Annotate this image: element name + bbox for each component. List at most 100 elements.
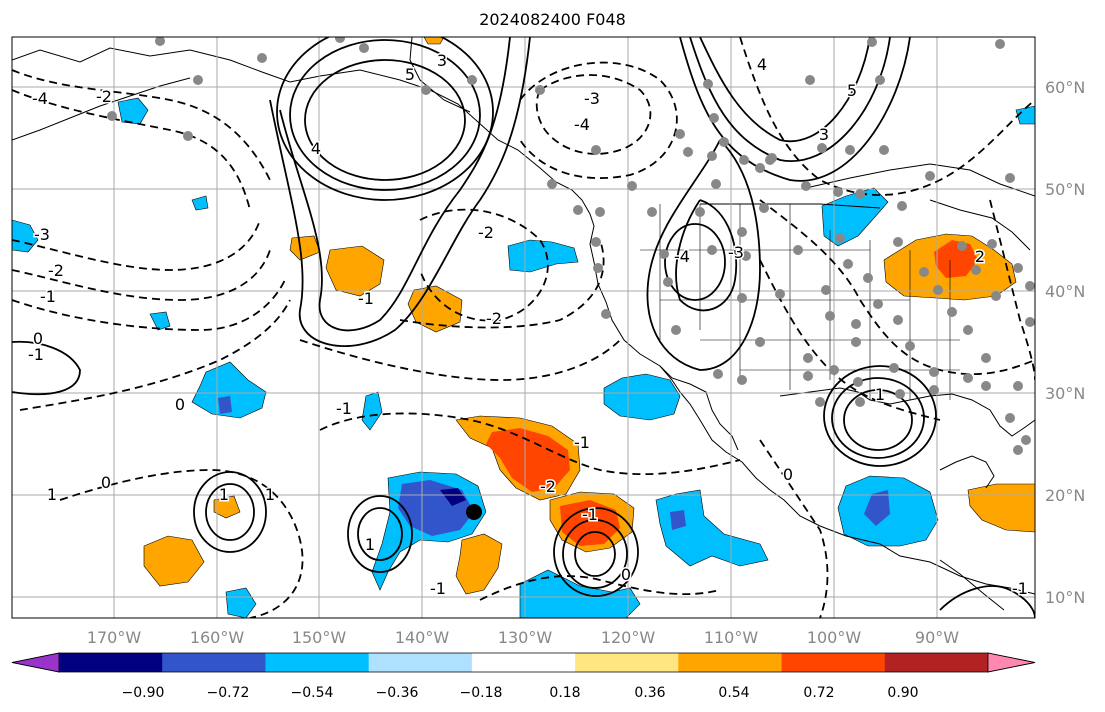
blue-region xyxy=(149,311,171,331)
orange-region xyxy=(289,235,321,261)
colorbar-tick-label: −0.36 xyxy=(376,685,419,701)
blue-region xyxy=(603,373,681,421)
lon-tick-label: 100°W xyxy=(807,628,862,647)
red-region xyxy=(934,240,978,278)
blue-region xyxy=(117,97,149,125)
dark-blue-region xyxy=(440,488,466,506)
colorbar-tick-label: 0.36 xyxy=(634,685,665,701)
lat-tick-label: 10°N xyxy=(1045,588,1085,607)
orange-region xyxy=(423,37,445,45)
colorbar-tick-label: 0.54 xyxy=(718,685,749,701)
colorbar-bin xyxy=(368,653,473,672)
contour-label: -4 xyxy=(674,247,690,266)
lon-tick-label: 140°W xyxy=(395,628,450,647)
colorbar-frame xyxy=(11,652,1036,673)
colorbar-bin xyxy=(575,653,679,672)
contour-label: 4 xyxy=(757,55,767,74)
positive-contours xyxy=(12,37,1035,618)
colorbar-extend-min xyxy=(11,652,60,673)
map-frame xyxy=(11,36,1036,619)
blue-region xyxy=(655,489,769,567)
contour-label: -2 xyxy=(96,87,112,106)
lon-axis: 170°W 160°W 150°W 140°W 130°W 120°W 110°… xyxy=(87,628,959,647)
colorbar xyxy=(11,652,1036,673)
orange-region xyxy=(143,535,205,587)
map-title: 2024082400 F048 xyxy=(479,10,626,29)
lon-tick-label: 90°W xyxy=(915,628,959,647)
colorbar-bin xyxy=(59,653,163,672)
colorbar-bin xyxy=(265,653,370,672)
colorbar-extend-max xyxy=(987,652,1036,673)
contour-label: -1 xyxy=(40,287,56,306)
contour-label: -1 xyxy=(430,579,446,598)
contour-label: -1 xyxy=(336,399,352,418)
lat-axis: 60°N 50°N 40°N 30°N 20°N 10°N xyxy=(1045,78,1085,607)
blue-region xyxy=(225,587,257,618)
colorbar-bin xyxy=(471,653,576,672)
colorbar-bin xyxy=(884,653,989,672)
blue-region xyxy=(191,195,209,211)
contour-label: -2 xyxy=(478,223,494,242)
lat-tick-label: 20°N xyxy=(1045,486,1085,505)
lat-tick-label: 30°N xyxy=(1045,384,1085,403)
contour-label: -3 xyxy=(728,243,744,262)
lon-tick-label: 130°W xyxy=(498,628,553,647)
contour-label: 0 xyxy=(33,329,43,348)
colorbar-tick-label: −0.72 xyxy=(207,685,250,701)
state-borders xyxy=(640,204,960,400)
storm-center-marker xyxy=(466,504,482,520)
dark-blue-region xyxy=(864,490,890,526)
colorbar-bin xyxy=(781,653,886,672)
lon-tick-label: 110°W xyxy=(704,628,759,647)
colorbar-tick-label: −0.90 xyxy=(122,685,165,701)
dark-blue-region xyxy=(670,510,686,530)
lon-tick-label: 170°W xyxy=(87,628,142,647)
contour-label: -4 xyxy=(32,89,48,108)
colorbar-ticks: −0.90 −0.72 −0.54 −0.36 −0.18 0.18 0.36 … xyxy=(122,685,919,701)
contour-label: 5 xyxy=(847,81,857,100)
dark-blue-region xyxy=(218,396,232,414)
station-markers xyxy=(107,37,1035,455)
shaded-anomaly-regions xyxy=(12,37,1035,618)
contour-label: 1 xyxy=(265,485,275,504)
blue-region xyxy=(191,361,267,419)
colorbar-tick-label: 0.90 xyxy=(887,685,918,701)
contour-label: -3 xyxy=(584,89,600,108)
contour-label: -1 xyxy=(28,345,44,364)
contour-label: 3 xyxy=(819,125,829,144)
contour-label: 5 xyxy=(405,65,415,84)
contour-label: 0 xyxy=(101,473,111,492)
lon-tick-label: 160°W xyxy=(190,628,245,647)
contour-label: -1 xyxy=(358,289,374,308)
orange-region xyxy=(967,483,1035,533)
contour-label: -3 xyxy=(34,225,50,244)
lat-tick-label: 50°N xyxy=(1045,180,1085,199)
contour-label: -1 xyxy=(574,433,590,452)
contour-label: -2 xyxy=(486,309,502,328)
contour-label: 4 xyxy=(311,139,321,158)
contour-label: 1 xyxy=(875,385,885,404)
contour-label: 1 xyxy=(219,485,229,504)
contour-label: 1 xyxy=(365,535,375,554)
contour-label: 0 xyxy=(175,395,185,414)
orange-region xyxy=(213,495,241,519)
contour-label: 3 xyxy=(437,51,447,70)
contour-label: 2 xyxy=(975,247,985,266)
colorbar-bin xyxy=(162,653,266,672)
orange-region xyxy=(455,533,503,595)
lon-tick-label: 120°W xyxy=(601,628,656,647)
contour-label: 0 xyxy=(783,465,793,484)
colorbar-tick-label: −0.54 xyxy=(291,685,334,701)
blue-region xyxy=(1015,105,1035,125)
contour-label: -1 xyxy=(582,505,598,524)
lon-tick-label: 150°W xyxy=(292,628,347,647)
contour-label: -2 xyxy=(48,261,64,280)
colorbar-tick-label: 0.18 xyxy=(549,685,580,701)
orange-region xyxy=(325,245,385,297)
lat-tick-label: 60°N xyxy=(1045,78,1085,97)
colorbar-tick-label: 0.72 xyxy=(803,685,834,701)
contour-label: -1 xyxy=(1012,579,1028,598)
contour-label: 0 xyxy=(621,565,631,584)
colorbar-bin xyxy=(678,653,783,672)
